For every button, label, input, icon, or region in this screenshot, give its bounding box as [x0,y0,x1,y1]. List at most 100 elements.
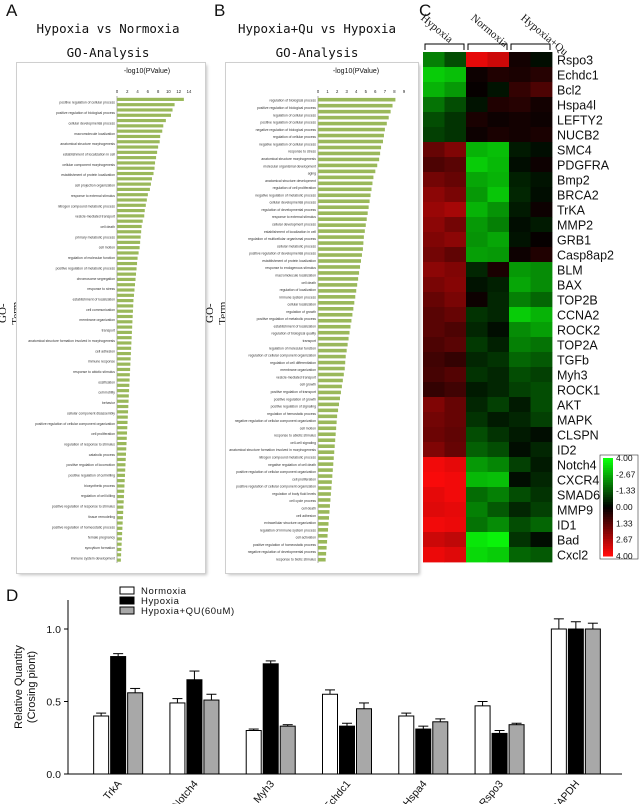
panel-b-bar [318,139,383,144]
heatmap-cell [444,412,467,428]
panel-b-term-label: negative regulation of metabolic process [255,193,316,197]
heatmap-cell [444,457,467,473]
panel-b-bar [318,103,393,108]
panel-d-ylabel: Relative Quantity(Crosing piont) [13,645,38,729]
panel-b-tick-label: 1 [326,89,329,94]
panel-a-term-label: positive regulation of cell killing [68,474,115,478]
heatmap-cell [509,157,531,173]
panel-b-bar [318,462,334,466]
panel-a-bar [117,399,129,403]
panel-b-bar [318,324,351,329]
heatmap-dendrogram [510,43,551,50]
colorbar-frame [599,454,639,560]
panel-b-term-label: positive regulation of metabolic process [257,317,317,321]
heatmap-cell [509,187,531,203]
heatmap-cell [444,232,467,248]
panel-b-subtitle: GO-Analysis [275,45,359,60]
panel-label-d: D [6,586,19,605]
panel-b-term-label: regulation of immune system process [260,528,316,532]
panel-b-bar [318,169,376,174]
panel-d-ytick-label: 0.0 [46,769,61,781]
panel-b-bar [318,342,348,347]
colorbar-segment [603,480,613,483]
heatmap-cell [509,82,531,98]
heatmap-cell [509,97,531,113]
panel-a-bar [117,171,154,176]
heatmap-cell [444,487,467,503]
panel-d-bar [322,693,338,775]
panel-b-bar [318,534,328,538]
heatmap-cell [487,367,510,383]
heatmap-cell [530,337,553,353]
panel-a-bar [117,108,173,112]
panel-a-bar [117,235,141,239]
panel-b-term-label: positive regulation of cellular process [260,121,316,125]
panel-a-bar [117,251,139,255]
heatmap-cell [530,502,553,518]
heatmap-cell [466,427,488,443]
colorbar-segment [603,509,613,513]
heatmap-cell [444,352,467,368]
colorbar-segment [603,516,613,520]
panel-b-bar [318,253,362,257]
heatmap-gene-label: CXCR4 [557,473,599,487]
panel-b-tick-label: 9 [403,89,406,94]
colorbar-segment [603,536,613,540]
panel-a-bar [117,489,125,493]
panel-label-a: A [6,1,18,20]
heatmap-cell [444,427,467,443]
heatmap-dendrogram [424,43,465,50]
heatmap-cell [423,97,445,113]
heatmap-cell [509,352,531,368]
panel-b-term-label: negative regulation of cellular process [259,142,316,146]
panel-a-bar [117,479,125,483]
panel-b-bar [318,522,329,526]
heatmap-cell [444,322,467,338]
heatmap-cell [509,67,531,83]
panel-a-bar [117,378,130,382]
panel-b-bar [318,444,335,448]
panel-a-term-label: positive regulation of locomotion [67,463,116,467]
heatmap-cell [423,472,445,488]
panel-a-bar [117,537,122,541]
panel-b-term-label: positive regulation of developmental pro… [249,252,316,256]
heatmap-cell [444,127,467,143]
panel-d-bar [567,628,584,775]
panel-a-bar [117,325,133,329]
panel-b-bar [318,480,332,484]
panel-b-term-label: establishment of localization [274,324,317,328]
panel-a-term-label: regulation of cell killing [81,494,115,498]
heatmap-cell [509,442,531,458]
heatmap-cell [423,127,445,143]
panel-a-bar [117,415,128,419]
panel-b-bar [318,306,354,311]
heatmap-cell [444,292,467,308]
panel-a-bar [117,124,164,128]
heatmap-cell [444,97,467,113]
heatmap-cell [444,307,467,323]
heatmap-cell [509,322,531,338]
panel-d-bar [584,628,601,775]
heatmap-cell [423,112,445,128]
panel-d-bar [127,692,144,775]
heatmap-gene-label: ID2 [557,443,577,457]
panel-a-term-label: syncytium formation [85,546,115,550]
panel-a-bar [117,341,132,345]
panel-a-bar [117,161,156,165]
panel-a-bar [117,103,175,107]
panel-b-term-label: cellular development process [272,223,316,227]
panel-b-term-label: negative regulation of cell death [268,463,316,467]
heatmap-cell [509,397,531,413]
heatmap-cell [487,487,510,503]
heatmap-cell [423,247,445,263]
panel-b-bar [318,289,357,293]
heatmap-cell [509,202,531,218]
colorbar-segment [603,482,613,486]
colorbar-segment [603,521,613,525]
panel-a-bar [117,113,171,117]
panel-b-bar [318,516,329,520]
heatmap-cell [444,397,467,413]
colorbar-label: 4.00 [616,453,633,463]
heatmap-cell [487,277,510,293]
panel-a-term-label: transport [102,329,115,333]
